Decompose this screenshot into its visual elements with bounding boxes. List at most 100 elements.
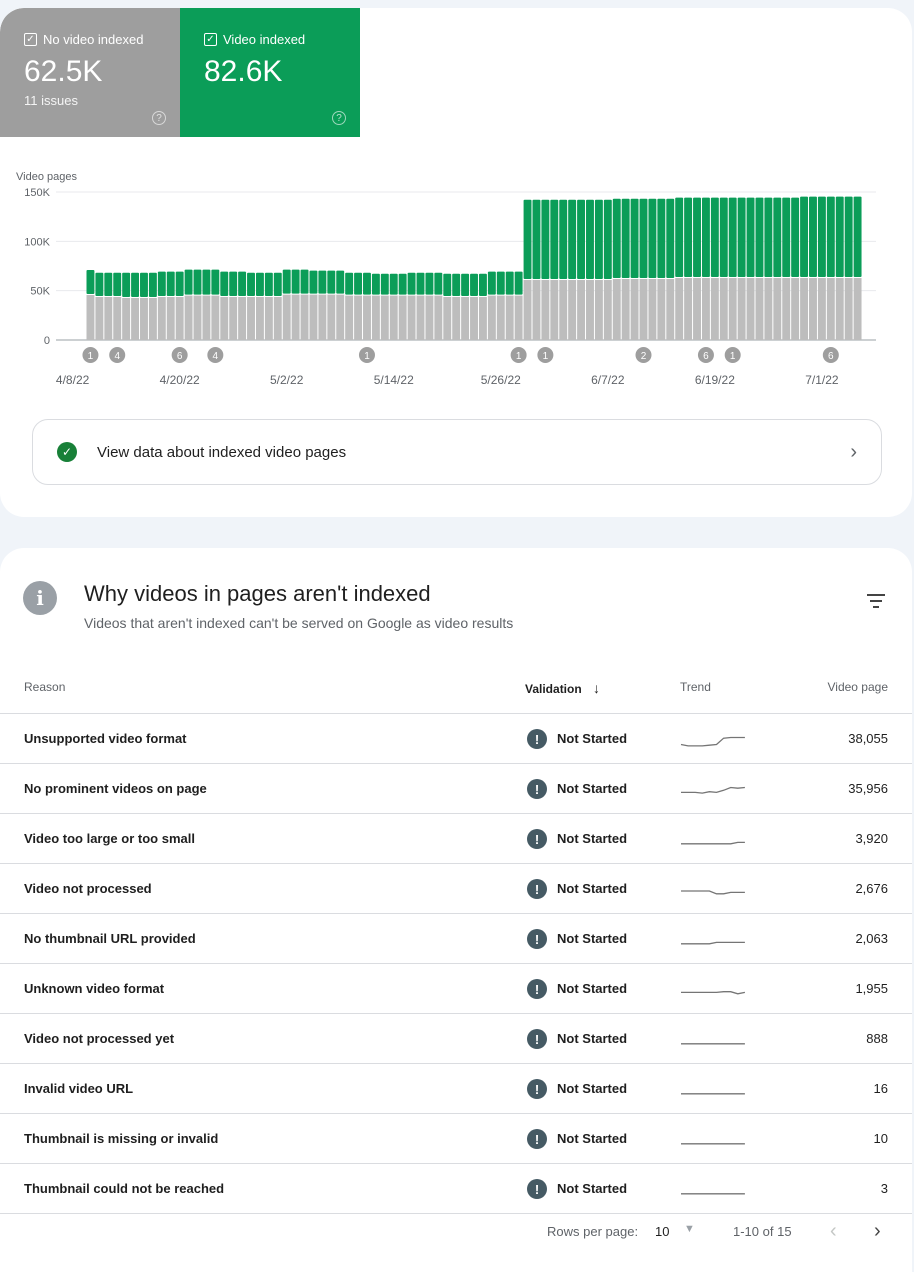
validation-status: Not Started [557,1031,628,1046]
rows-per-page-select[interactable]: 10 [655,1224,670,1239]
table-row[interactable]: No prominent videos on page ! Not Starte… [0,764,912,814]
table-row[interactable]: Video too large or too small ! Not Start… [0,814,912,864]
bar-indexed [657,198,666,279]
bar-not-indexed [309,294,318,340]
bar-not-indexed [684,278,693,340]
y-tick-label: 0 [44,335,50,347]
y-tick-label: 150K [24,187,50,199]
validation-status: Not Started [557,981,628,996]
bar-not-indexed [282,294,291,340]
bar-not-indexed [398,295,407,340]
table-row[interactable]: Unknown video format ! Not Started 1,955 [0,964,912,1014]
reason: Invalid video URL [24,1081,134,1096]
bar-not-indexed [603,280,612,340]
col-count[interactable]: Video page [827,680,888,694]
indexed-tile[interactable]: ✓ Video indexed 82.6K ? [180,8,360,137]
annotation-marker [724,347,741,363]
annotation-marker [82,347,99,363]
bar-indexed [140,272,148,297]
bar-not-indexed [594,280,603,340]
page-range: 1-10 of 15 [733,1224,792,1239]
table-row[interactable]: Video not processed ! Not Started 2,676 [0,864,912,914]
table-row[interactable]: Unsupported video format ! Not Started 3… [0,714,912,764]
col-validation[interactable]: Validation ↓ [525,680,600,696]
bar-indexed [496,271,505,295]
bar-indexed [434,272,443,295]
bar-indexed [327,270,336,294]
tile-label: Video indexed [223,32,306,47]
next-page-icon[interactable]: › [874,1220,881,1242]
bar-indexed [336,270,345,294]
bar-not-indexed [586,280,594,340]
filter-icon[interactable] [866,594,886,612]
bar-not-indexed [773,278,782,340]
view-indexed-data-button[interactable]: ✓ View data about indexed video pages › [32,419,882,485]
annotation-count: 6 [177,351,183,362]
bar-indexed [773,197,782,278]
validation-status: Not Started [557,931,628,946]
bar-not-indexed [318,294,327,340]
bar-not-indexed [817,278,826,340]
validation-status: Not Started [557,1131,628,1146]
bar-not-indexed [496,295,505,340]
bar-not-indexed [559,280,568,340]
help-icon[interactable]: ? [332,111,346,125]
video-page-count: 35,956 [848,781,888,796]
bar-not-indexed [755,278,764,340]
annotation-count: 6 [703,351,709,362]
table-row[interactable]: Invalid video URL ! Not Started 16 [0,1064,912,1114]
reason: No prominent videos on page [24,781,207,796]
col-reason[interactable]: Reason [24,680,66,694]
trend-sparkline [681,1093,745,1095]
reason: Unknown video format [24,981,165,996]
bar-indexed [398,273,407,295]
bar-not-indexed [478,296,487,340]
not-started-icon: ! [527,729,547,749]
trend-sparkline [681,1043,745,1045]
bar-indexed [577,199,586,280]
reason: Unsupported video format [24,731,187,746]
trend-sparkline [681,991,746,995]
bar-not-indexed [291,294,300,340]
not-started-icon: ! [527,879,547,899]
checkbox-icon[interactable]: ✓ [24,33,37,46]
table-row[interactable]: Video not processed yet ! Not Started 88… [0,1014,912,1064]
trend-sparkline [681,841,745,845]
annotation-count: 2 [641,351,647,362]
tile-sub: 11 issues [24,93,78,108]
bar-not-indexed [675,278,684,340]
bar-indexed [113,272,122,296]
video-page-count: 16 [873,1081,888,1096]
checkbox-icon[interactable]: ✓ [204,33,217,46]
bar-indexed [211,269,220,295]
bar-not-indexed [264,296,273,340]
bar-not-indexed [202,295,211,340]
reason: Thumbnail is missing or invalid [24,1131,219,1146]
trend-line [681,786,745,794]
bar-not-indexed [541,280,550,340]
bar-indexed [300,269,309,294]
trend-line [681,941,745,945]
bar-not-indexed [380,295,389,340]
not-started-icon: ! [527,1079,547,1099]
bar-not-indexed [666,279,675,340]
annotation-count: 1 [516,351,522,362]
bar-not-indexed [122,297,131,340]
bar-indexed [826,196,835,278]
bar-not-indexed [434,295,443,340]
table-row[interactable]: Thumbnail could not be reached ! Not Sta… [0,1164,912,1214]
dropdown-caret-icon[interactable]: ▼ [684,1223,695,1235]
bar-not-indexed [826,278,835,340]
bar-not-indexed [238,296,247,340]
table-row[interactable]: Thumbnail is missing or invalid ! Not St… [0,1114,912,1164]
bar-not-indexed [452,296,461,340]
not-indexed-tile[interactable]: ✓ No video indexed 62.5K 11 issues ? [0,8,180,137]
bar-not-indexed [648,279,657,340]
prev-page-icon[interactable]: ‹ [830,1220,837,1242]
video-page-count: 2,676 [855,881,888,896]
annotation-count: 1 [88,351,94,362]
validation-status: Not Started [557,1181,628,1196]
check-circle-icon: ✓ [57,442,77,462]
table-row[interactable]: No thumbnail URL provided ! Not Started … [0,914,912,964]
help-icon[interactable]: ? [152,111,166,125]
